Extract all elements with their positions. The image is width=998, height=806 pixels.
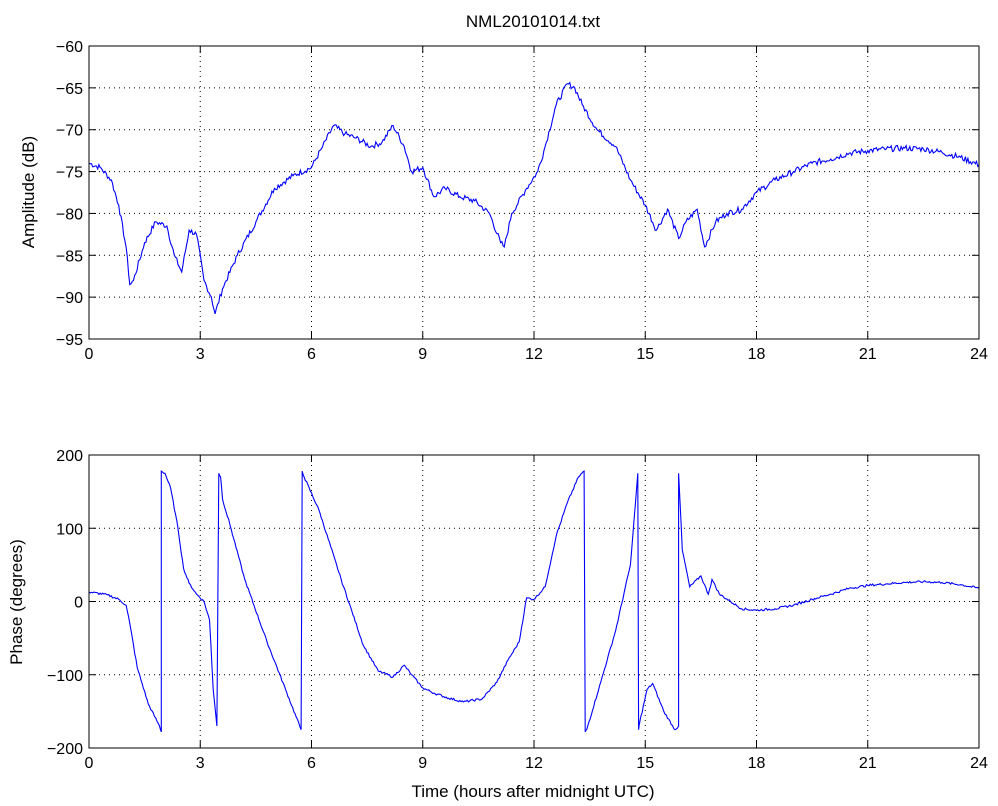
amplitude-y-tick-label: −85 <box>56 248 83 265</box>
amplitude-x-tick-label: 15 <box>636 346 654 363</box>
phase-y-tick-label: −100 <box>47 668 83 685</box>
amplitude-axis-label: Amplitude (dB) <box>19 136 38 248</box>
phase-axis-label: Phase (degrees) <box>7 539 26 665</box>
amplitude-y-tick-label: −70 <box>56 123 83 140</box>
amplitude-plot-area <box>89 46 979 339</box>
figure-title: NML20101014.txt <box>466 12 600 31</box>
amplitude-series-line <box>89 81 979 315</box>
amplitude-x-tick-label: 24 <box>970 346 988 363</box>
amplitude-x-tick-label: 18 <box>748 346 766 363</box>
amplitude-x-tick-label: 12 <box>525 346 543 363</box>
amplitude-y-tick-label: −90 <box>56 290 83 307</box>
phase-x-tick-label: 6 <box>307 755 316 772</box>
phase-x-tick-label: 18 <box>748 755 766 772</box>
amplitude-axes-frame <box>88 45 980 340</box>
amplitude-x-tick-label: 0 <box>85 346 94 363</box>
amplitude-x-tick-label: 6 <box>307 346 316 363</box>
phase-series-line <box>89 470 979 733</box>
amplitude-y-tick-label: −80 <box>56 206 83 223</box>
phase-x-tick-label: 12 <box>525 755 543 772</box>
amplitude-axes: 0 3 6 9 12 15 18 21 24 −60 −65 −70 −75 −80 −85 −90 −95 <box>56 39 988 363</box>
amplitude-x-tick-label: 21 <box>859 346 877 363</box>
amplitude-x-tick-label: 9 <box>418 346 427 363</box>
amplitude-x-tick-label: 3 <box>196 346 205 363</box>
phase-axes-frame <box>88 454 980 749</box>
phase-x-tick-label: 3 <box>196 755 205 772</box>
amplitude-y-tick-label: −60 <box>56 39 83 56</box>
phase-axes: 0 3 6 9 12 15 18 21 24 200 100 0 −100 −200 <box>47 448 988 772</box>
phase-x-tick-label: 24 <box>970 755 988 772</box>
amplitude-y-tick-label: −75 <box>56 165 83 182</box>
phase-x-tick-label: 15 <box>636 755 654 772</box>
phase-y-tick-label: 100 <box>56 521 83 538</box>
time-axis-label: Time (hours after midnight UTC) <box>411 782 654 801</box>
amplitude-y-tick-label: −95 <box>56 332 83 349</box>
phase-x-tick-label: 0 <box>85 755 94 772</box>
phase-y-tick-label: 0 <box>74 595 83 612</box>
phase-x-tick-label: 9 <box>418 755 427 772</box>
phase-y-tick-label: −200 <box>47 741 83 758</box>
amplitude-y-tick-label: −65 <box>56 81 83 98</box>
phase-y-tick-label: 200 <box>56 448 83 465</box>
phase-x-tick-label: 21 <box>859 755 877 772</box>
